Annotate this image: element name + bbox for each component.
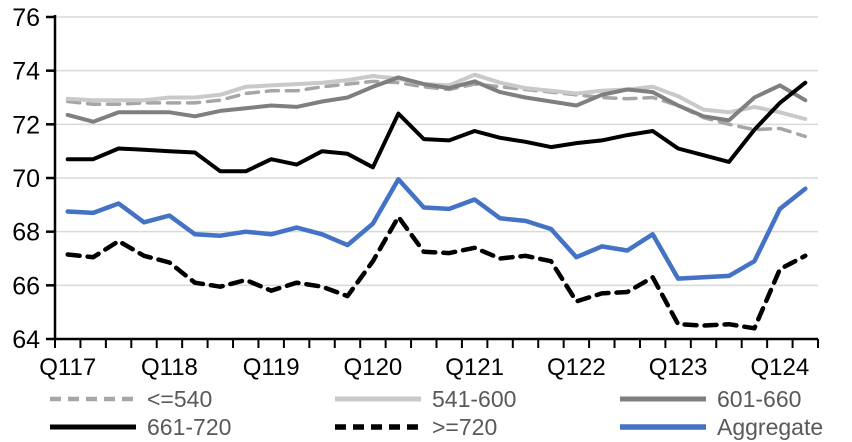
x-tick-label: Q117 [39, 354, 96, 381]
x-tick-label: Q124 [750, 354, 809, 381]
chart-canvas: 64 66 68 70 72 74 76 Q117 Q118 Q119 Q120 Q121 Q122 Q1… [12, 4, 819, 381]
legend-label: Aggregate [717, 413, 824, 440]
chart-legend: <=540 541-600 601-660 661-720 >=720 Aggregate [0, 386, 852, 440]
legend-item--720: >=720 [333, 414, 618, 440]
y-tick-label: 76 [12, 4, 40, 32]
x-tick-label: Q118 [141, 354, 198, 381]
y-tick-label: 64 [12, 326, 40, 354]
legend-item-601-660: 601-660 [618, 386, 852, 412]
legend-swatch [335, 396, 421, 402]
y-tick-label: 74 [12, 58, 40, 86]
x-tick-label: Q122 [547, 354, 606, 381]
legend-swatch [50, 396, 136, 402]
legend-item-661-720: 661-720 [48, 414, 333, 440]
legend-swatch [620, 424, 706, 430]
x-tick-label: Q123 [649, 354, 708, 381]
series-line-601-660 [65, 75, 808, 124]
legend-label: 541-600 [432, 385, 517, 412]
legend-item-541-600: 541-600 [333, 386, 618, 412]
x-tick-label: Q121 [445, 354, 504, 381]
legend-swatch [335, 424, 421, 430]
legend-swatch [50, 424, 136, 430]
series-line--720 [65, 214, 808, 331]
y-tick-label: 72 [12, 111, 40, 139]
series-line-aggregate [65, 177, 808, 281]
legend-item-aggregate: Aggregate [618, 414, 852, 440]
x-tick-label: Q119 [243, 354, 300, 381]
legend-label: 661-720 [147, 413, 232, 440]
series-line-661-720 [65, 80, 808, 174]
series-line--540 [65, 79, 808, 139]
y-tick-label: 70 [12, 165, 40, 193]
legend-label: >=720 [432, 413, 498, 440]
legend-item--540: <=540 [48, 386, 333, 412]
legend-label: <=540 [147, 385, 213, 412]
y-tick-label: 66 [12, 272, 40, 300]
legend-label: 601-660 [717, 385, 802, 412]
y-tick-label: 68 [12, 219, 40, 247]
legend-swatch [620, 396, 706, 402]
x-tick-label: Q120 [344, 354, 403, 381]
